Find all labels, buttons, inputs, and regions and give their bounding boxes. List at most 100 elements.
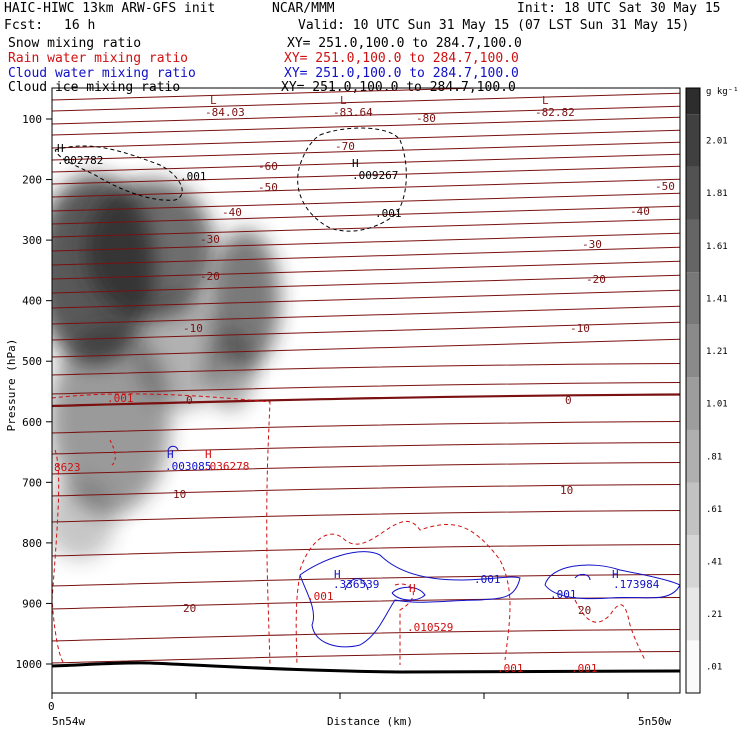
isotherm-line: [52, 363, 680, 376]
isotherm-line: [52, 232, 680, 252]
isotherm-line: [52, 88, 493, 101]
isotherm-line: [52, 116, 680, 136]
contour-value-label: 8623: [54, 461, 81, 474]
colorbar-swatch: [686, 535, 700, 588]
colorbar-unit: g kg⁻¹: [706, 87, 739, 97]
y-tick-label: 200: [22, 174, 42, 187]
colorbar-swatch: [686, 166, 700, 220]
y-tick-label: 600: [22, 416, 42, 429]
y-tick-label: 500: [22, 355, 42, 368]
valid-time: Valid: 10 UTC Sun 31 May 15 (07 LST Sun …: [298, 18, 690, 33]
contour-value-label: .001: [474, 573, 501, 586]
isotherm-line: [52, 178, 680, 198]
isotherm-line: [52, 510, 680, 523]
contour-value-label: .001: [307, 590, 334, 603]
model-title: HAIC-HIWC 13km ARW-GFS init: [4, 1, 216, 16]
colorbar-label: 1.21: [706, 347, 728, 357]
contour-value-label: .001: [550, 588, 577, 601]
isotherm-line: [52, 629, 680, 642]
colorbar-label: 1.81: [706, 189, 728, 199]
forecast-label: Fcst:: [4, 18, 44, 33]
contour-value-label: .001: [107, 392, 134, 405]
plot-frame: [51, 87, 681, 694]
colorbar-swatch: [686, 377, 700, 430]
terrain-line: [52, 661, 680, 674]
isotherm-line: [52, 597, 680, 610]
extremum-labels: L L LH.002782 H.009267H.003085H.036278H.336…: [57, 94, 660, 634]
isotherm-line: [52, 141, 680, 161]
x-axis-label: Distance (km): [327, 715, 413, 728]
field-xy-cloud-water: XY= 251.0,100.0 to 284.7,100.0: [284, 66, 519, 81]
colorbar-label: 2.01: [706, 137, 728, 147]
extremum-value: .036278: [203, 460, 249, 473]
extremum-marker: L: [340, 94, 347, 107]
rain-contour: [109, 439, 116, 466]
cloud-water-contour: [167, 445, 179, 451]
cloud-water-contour: [391, 586, 426, 601]
isotherm-line: [52, 153, 680, 173]
isotherm-line: [52, 192, 680, 212]
x-start-label: 5n54w: [52, 715, 85, 728]
rain-contour: [394, 583, 414, 665]
contour-value-label: .001: [180, 170, 207, 183]
extremum-marker: H: [205, 448, 212, 461]
isotherm-line: [52, 442, 680, 455]
rain-contour: [574, 599, 646, 661]
isotherm-line: [52, 393, 680, 408]
isotherm-line: [52, 205, 680, 225]
extremum-marker: H: [334, 568, 341, 581]
rain-contour: [299, 521, 511, 661]
extremum-marker: H: [167, 448, 174, 461]
y-axis-ticks: 100 200 300 400 500 600 700 800 900 1000: [16, 113, 52, 671]
colorbar-label: 1.01: [706, 400, 728, 410]
isotherm-line: [52, 382, 680, 395]
colorbar-swatch: [686, 482, 700, 536]
x-axis-ticks: [51, 693, 629, 699]
center-title: NCAR/MMM: [272, 1, 335, 16]
field-name-cloud-water: Cloud water mixing ratio: [8, 66, 196, 81]
isotherm-line: [52, 218, 680, 238]
snow-shade-patch: [85, 180, 215, 320]
extremum-marker: H: [352, 157, 359, 170]
extremum-value: .003085: [165, 460, 211, 473]
extremum-marker: H: [57, 142, 64, 155]
y-tick-label: 1000: [16, 658, 43, 671]
isotherm-line: [52, 165, 680, 185]
isotherm-label: -10: [183, 322, 203, 335]
isotherm-label: 10: [173, 488, 186, 501]
temperature-isotherms: [52, 88, 680, 664]
extremum-value: .173984: [613, 578, 660, 591]
colorbar-frame: [685, 87, 701, 694]
isotherm-line: [52, 321, 680, 341]
mixing-ratio-contours: [52, 127, 680, 666]
colorbar-swatch: [686, 587, 700, 641]
init-time: Init: 18 UTC Sat 30 May 15: [517, 1, 721, 16]
isotherm-label: -40: [630, 205, 650, 218]
isotherm-label: -83.64: [333, 106, 373, 119]
isotherm-label: -84.03: [205, 106, 245, 119]
terrain-line: [52, 661, 680, 674]
y-tick-label: 300: [22, 234, 42, 247]
y-tick-label: 800: [22, 537, 42, 550]
x-tick-zero: 0: [48, 700, 55, 713]
isotherm-label: -20: [200, 270, 220, 283]
isotherm-line: [52, 92, 680, 112]
isotherm-line: [52, 246, 680, 266]
y-tick-label: 900: [22, 597, 42, 610]
colorbar-label: .01: [706, 663, 722, 673]
isotherm-label: -82.82: [535, 106, 575, 119]
snow-shading: [52, 175, 280, 560]
colorbar-label: .81: [706, 452, 722, 462]
forecast-hours: 16 h: [64, 18, 96, 33]
extremum-marker: L: [542, 94, 549, 107]
isotherm-label: 20: [578, 604, 591, 617]
isotherm-label: 10: [560, 484, 573, 497]
isotherm-line: [52, 305, 680, 325]
colorbar-swatch: [686, 88, 700, 115]
temperature-labels: -84.03 -83.64 -82.82 -80 -70 -60 -50 -50 -40 -40 -…: [173, 106, 675, 617]
extremum-value: .336539: [333, 578, 379, 591]
isotherm-line: [52, 338, 680, 358]
isotherm-label: -50: [655, 180, 675, 193]
isotherm-line: [52, 544, 680, 557]
